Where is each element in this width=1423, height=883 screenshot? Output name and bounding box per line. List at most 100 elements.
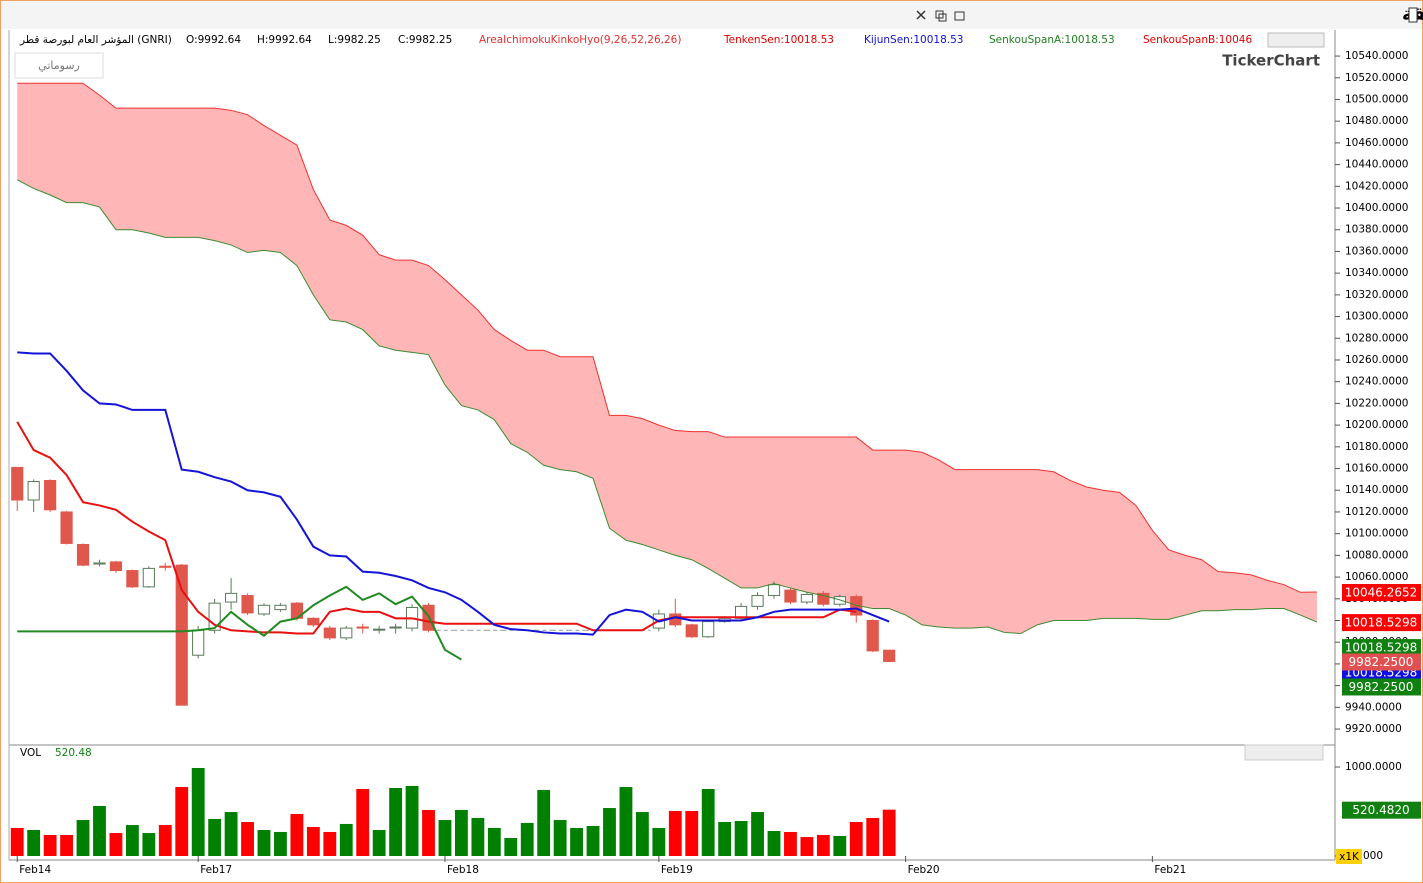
candle-body xyxy=(159,565,172,568)
volume-bar xyxy=(125,825,139,856)
volume-bar xyxy=(372,830,386,856)
volume-bar xyxy=(208,818,222,856)
volume-bar xyxy=(10,827,24,856)
symbol-label: المؤشر العام لبورصة قطر (GNRI) xyxy=(19,34,172,46)
price-label: 9982.2500 xyxy=(1349,680,1414,694)
volume-bar xyxy=(43,834,57,856)
indicator-line xyxy=(16,421,857,635)
volume-bar xyxy=(487,827,501,856)
candle-body xyxy=(833,596,846,605)
indicator-legend: AreaIchimokuKinkoHyo(9,26,52,26,26) xyxy=(479,34,681,46)
candle-body xyxy=(373,628,386,631)
candle-body xyxy=(208,602,221,631)
candle-body xyxy=(60,511,73,544)
candle-body xyxy=(866,619,879,652)
volume-bar xyxy=(405,785,419,856)
volume-bar xyxy=(389,788,403,856)
y-tick-label: 10540.0000 xyxy=(1345,50,1408,62)
volume-unit-box xyxy=(1336,848,1362,864)
volume-bar xyxy=(257,830,271,856)
volume-y-tick-label: 000 xyxy=(1363,850,1383,862)
candle-body xyxy=(109,561,123,572)
y-tick-label: 10240.0000 xyxy=(1345,376,1408,388)
price-label-box xyxy=(1342,678,1421,696)
volume-bar xyxy=(422,809,435,856)
indicator-legend: KijunSen:10018.53 xyxy=(864,34,963,46)
price-label-box xyxy=(1342,614,1421,632)
x-tick-label: Feb14 xyxy=(19,864,51,876)
indicator-line xyxy=(17,585,462,661)
y-tick-label: 9940.0000 xyxy=(1345,701,1402,713)
volume-bar xyxy=(504,838,518,856)
volume-last-label: 520.4820 xyxy=(1352,803,1409,817)
price-label: 10018.5298 xyxy=(1345,616,1418,630)
y-tick-label: 10500.0000 xyxy=(1345,93,1408,105)
candle-body xyxy=(126,570,139,588)
volume-title: VOL xyxy=(20,747,41,759)
kumo-cloud xyxy=(17,83,1317,634)
volume-bar xyxy=(158,825,172,856)
volume-bar xyxy=(471,817,485,856)
volume-bar xyxy=(586,826,600,856)
ohlc-close: C:9982.25 xyxy=(398,34,452,46)
volume-bar xyxy=(767,830,781,856)
volume-bar xyxy=(520,822,534,856)
indicator-line xyxy=(16,179,1318,635)
volume-bar xyxy=(685,810,699,856)
candle-body xyxy=(192,629,205,656)
candle-body xyxy=(850,596,863,616)
volume-y-tick-label: 1000.0000 xyxy=(1345,761,1402,773)
candle-body xyxy=(735,605,748,619)
x-tick-label: Feb21 xyxy=(1154,864,1186,876)
candle-body xyxy=(142,567,155,588)
y-tick-label: 10480.0000 xyxy=(1345,115,1408,127)
volume-bar xyxy=(882,809,896,856)
volume-bar xyxy=(866,817,880,856)
indicator-legend: SenkouSpanB:10046 xyxy=(1143,34,1252,46)
candle-body xyxy=(784,589,797,603)
panel-buttons[interactable] xyxy=(1267,32,1325,48)
candle-body xyxy=(356,626,369,629)
volume-bar xyxy=(274,831,287,856)
volume-bar xyxy=(784,831,797,856)
candle-body xyxy=(307,617,320,626)
volume-bar xyxy=(701,788,715,856)
volume-bar xyxy=(751,812,764,856)
ohlc-high: H:9992.64 xyxy=(257,34,312,46)
candle-body xyxy=(800,593,813,603)
window-icons xyxy=(916,10,965,22)
candle-body xyxy=(257,604,271,615)
candle-body xyxy=(44,479,57,511)
volume-bar xyxy=(603,808,616,856)
candle-body xyxy=(685,624,698,638)
drawings-button[interactable] xyxy=(14,52,104,79)
y-tick-label: 10360.0000 xyxy=(1345,245,1408,257)
drawings-button-label[interactable]: رسوماتي xyxy=(38,59,80,72)
volume-bar xyxy=(323,831,337,856)
ohlc-open: O:9992.64 xyxy=(186,34,241,46)
volume-last-box xyxy=(1342,801,1421,819)
y-tick-label: 10080.0000 xyxy=(1345,549,1408,561)
indicator-legend: TenkenSen:10018.53 xyxy=(723,34,834,46)
x-tick-label: Feb18 xyxy=(447,864,479,876)
volume-bar xyxy=(27,830,41,856)
price-label-box xyxy=(1342,639,1421,657)
x-tick-label: Feb19 xyxy=(661,864,693,876)
y-tick-label: 10520.0000 xyxy=(1345,72,1408,84)
volume-bar xyxy=(142,833,156,856)
volume-bar xyxy=(339,823,353,856)
y-tick-label: 10260.0000 xyxy=(1345,354,1408,366)
indicator-legend: SenkouSpanA:10018.53 xyxy=(989,34,1115,46)
candle-body xyxy=(76,544,90,566)
volume-panel-buttons[interactable] xyxy=(1244,744,1324,761)
volume-bar xyxy=(109,833,123,856)
indicator-line xyxy=(17,351,890,636)
y-tick-label: 10180.0000 xyxy=(1345,441,1408,453)
title-checkbox[interactable] xyxy=(1408,7,1418,23)
y-tick-label: 10200.0000 xyxy=(1345,419,1408,431)
x-tick-label: Feb20 xyxy=(908,864,940,876)
logo: TickerChart xyxy=(1222,52,1320,70)
volume-bar xyxy=(191,767,205,856)
candle-body xyxy=(175,564,188,706)
